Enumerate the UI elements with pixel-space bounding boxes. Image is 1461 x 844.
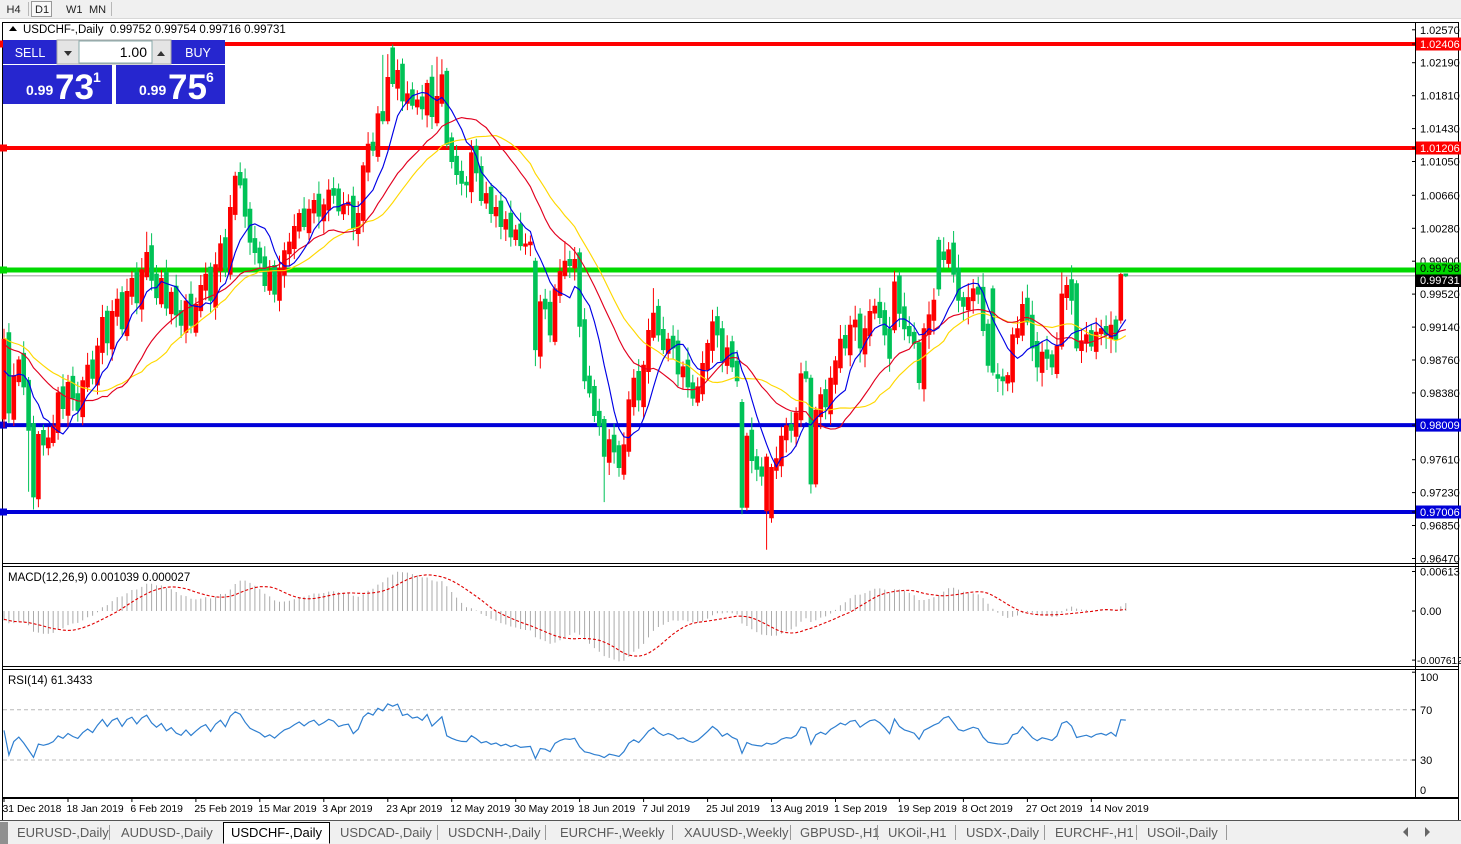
svg-text:1.00280: 1.00280 — [1420, 223, 1460, 235]
svg-text:USDCNH-,Daily: USDCNH-,Daily — [448, 825, 541, 840]
svg-text:30: 30 — [1420, 755, 1432, 767]
svg-text:BUY: BUY — [185, 46, 211, 60]
svg-text:18 Jan 2019: 18 Jan 2019 — [67, 804, 124, 815]
svg-text:7 Jul 2019: 7 Jul 2019 — [642, 804, 690, 815]
svg-text:1.02406: 1.02406 — [1420, 39, 1460, 51]
svg-text:USDCAD-,Daily: USDCAD-,Daily — [340, 825, 432, 840]
svg-text:1.01430: 1.01430 — [1420, 124, 1460, 136]
svg-text:1 Sep 2019: 1 Sep 2019 — [834, 804, 887, 815]
svg-text:0.96850: 0.96850 — [1420, 521, 1460, 533]
svg-text:USDX-,Daily: USDX-,Daily — [966, 825, 1039, 840]
svg-text:W1: W1 — [66, 4, 83, 16]
svg-text:USDCHF-,Daily 0.99752 0.99754: USDCHF-,Daily 0.99752 0.99754 0.99716 0.… — [23, 24, 286, 36]
svg-text:0.00613: 0.00613 — [1420, 567, 1460, 579]
svg-text:USOil-,Daily: USOil-,Daily — [1147, 825, 1218, 840]
svg-text:EURCHF-,Weekly: EURCHF-,Weekly — [560, 825, 665, 840]
svg-text:GBPUSD-,H1: GBPUSD-,H1 — [800, 825, 879, 840]
svg-text:23 Apr 2019: 23 Apr 2019 — [386, 804, 442, 815]
svg-text:31 Dec 2018: 31 Dec 2018 — [3, 804, 62, 815]
svg-text:3 Apr 2019: 3 Apr 2019 — [322, 804, 372, 815]
svg-text:13 Aug 2019: 13 Aug 2019 — [770, 804, 829, 815]
svg-text:1.02570: 1.02570 — [1420, 25, 1460, 37]
svg-text:14 Nov 2019: 14 Nov 2019 — [1090, 804, 1149, 815]
svg-text:MN: MN — [89, 4, 106, 16]
svg-text:EURUSD-,Daily: EURUSD-,Daily — [17, 825, 109, 840]
svg-text:1.00660: 1.00660 — [1420, 190, 1460, 202]
svg-text:6 Feb 2019: 6 Feb 2019 — [130, 804, 183, 815]
svg-text:0.98009: 0.98009 — [1420, 420, 1460, 432]
svg-text:0.96470: 0.96470 — [1420, 554, 1460, 566]
svg-text:0.98380: 0.98380 — [1420, 388, 1460, 400]
svg-text:RSI(14) 61.3433: RSI(14) 61.3433 — [8, 675, 92, 687]
svg-text:73: 73 — [55, 68, 94, 107]
svg-text:70: 70 — [1420, 705, 1432, 717]
svg-text:25 Jul 2019: 25 Jul 2019 — [706, 804, 760, 815]
svg-text:UKOil-,H1: UKOil-,H1 — [888, 825, 947, 840]
svg-text:1: 1 — [93, 69, 101, 85]
svg-text:18 Jun 2019: 18 Jun 2019 — [578, 804, 635, 815]
svg-text:8 Oct 2019: 8 Oct 2019 — [962, 804, 1013, 815]
svg-text:25 Feb 2019: 25 Feb 2019 — [194, 804, 253, 815]
svg-text:6: 6 — [206, 69, 214, 85]
svg-text:1.01206: 1.01206 — [1420, 143, 1460, 155]
svg-text:0.99798: 0.99798 — [1420, 263, 1460, 275]
svg-text:15 Mar 2019: 15 Mar 2019 — [258, 804, 317, 815]
svg-text:-0.007612: -0.007612 — [1417, 656, 1461, 667]
svg-text:27 Oct 2019: 27 Oct 2019 — [1026, 804, 1083, 815]
svg-text:0.00: 0.00 — [1420, 606, 1441, 618]
svg-text:0.97006: 0.97006 — [1420, 507, 1460, 519]
svg-text:0.99731: 0.99731 — [1420, 275, 1460, 287]
svg-text:19 Sep 2019: 19 Sep 2019 — [898, 804, 957, 815]
svg-text:100: 100 — [1420, 672, 1438, 684]
svg-text:XAUUSD-,Weekly: XAUUSD-,Weekly — [684, 825, 789, 840]
svg-text:1.00: 1.00 — [120, 44, 147, 60]
svg-text:0.99140: 0.99140 — [1420, 322, 1460, 334]
svg-text:0: 0 — [1420, 785, 1426, 797]
svg-text:H4: H4 — [7, 4, 21, 16]
svg-text:1.01810: 1.01810 — [1420, 91, 1460, 103]
svg-text:0.99: 0.99 — [26, 82, 53, 98]
svg-text:MACD(12,26,9) 0.001039 0.00002: MACD(12,26,9) 0.001039 0.000027 — [8, 572, 190, 584]
svg-text:0.99520: 0.99520 — [1420, 289, 1460, 301]
svg-text:D1: D1 — [35, 4, 49, 16]
svg-text:1.02190: 1.02190 — [1420, 58, 1460, 70]
svg-text:75: 75 — [168, 68, 207, 107]
svg-text:0.98760: 0.98760 — [1420, 355, 1460, 367]
svg-text:USDCHF-,Daily: USDCHF-,Daily — [231, 825, 323, 840]
svg-text:1.01050: 1.01050 — [1420, 157, 1460, 169]
svg-text:0.99: 0.99 — [139, 82, 166, 98]
svg-text:0.97610: 0.97610 — [1420, 455, 1460, 467]
svg-text:12 May 2019: 12 May 2019 — [450, 804, 510, 815]
svg-text:SELL: SELL — [15, 46, 46, 60]
svg-text:AUDUSD-,Daily: AUDUSD-,Daily — [121, 825, 213, 840]
svg-text:0.97230: 0.97230 — [1420, 488, 1460, 500]
svg-text:EURCHF-,H1: EURCHF-,H1 — [1055, 825, 1134, 840]
svg-text:30 May 2019: 30 May 2019 — [514, 804, 574, 815]
